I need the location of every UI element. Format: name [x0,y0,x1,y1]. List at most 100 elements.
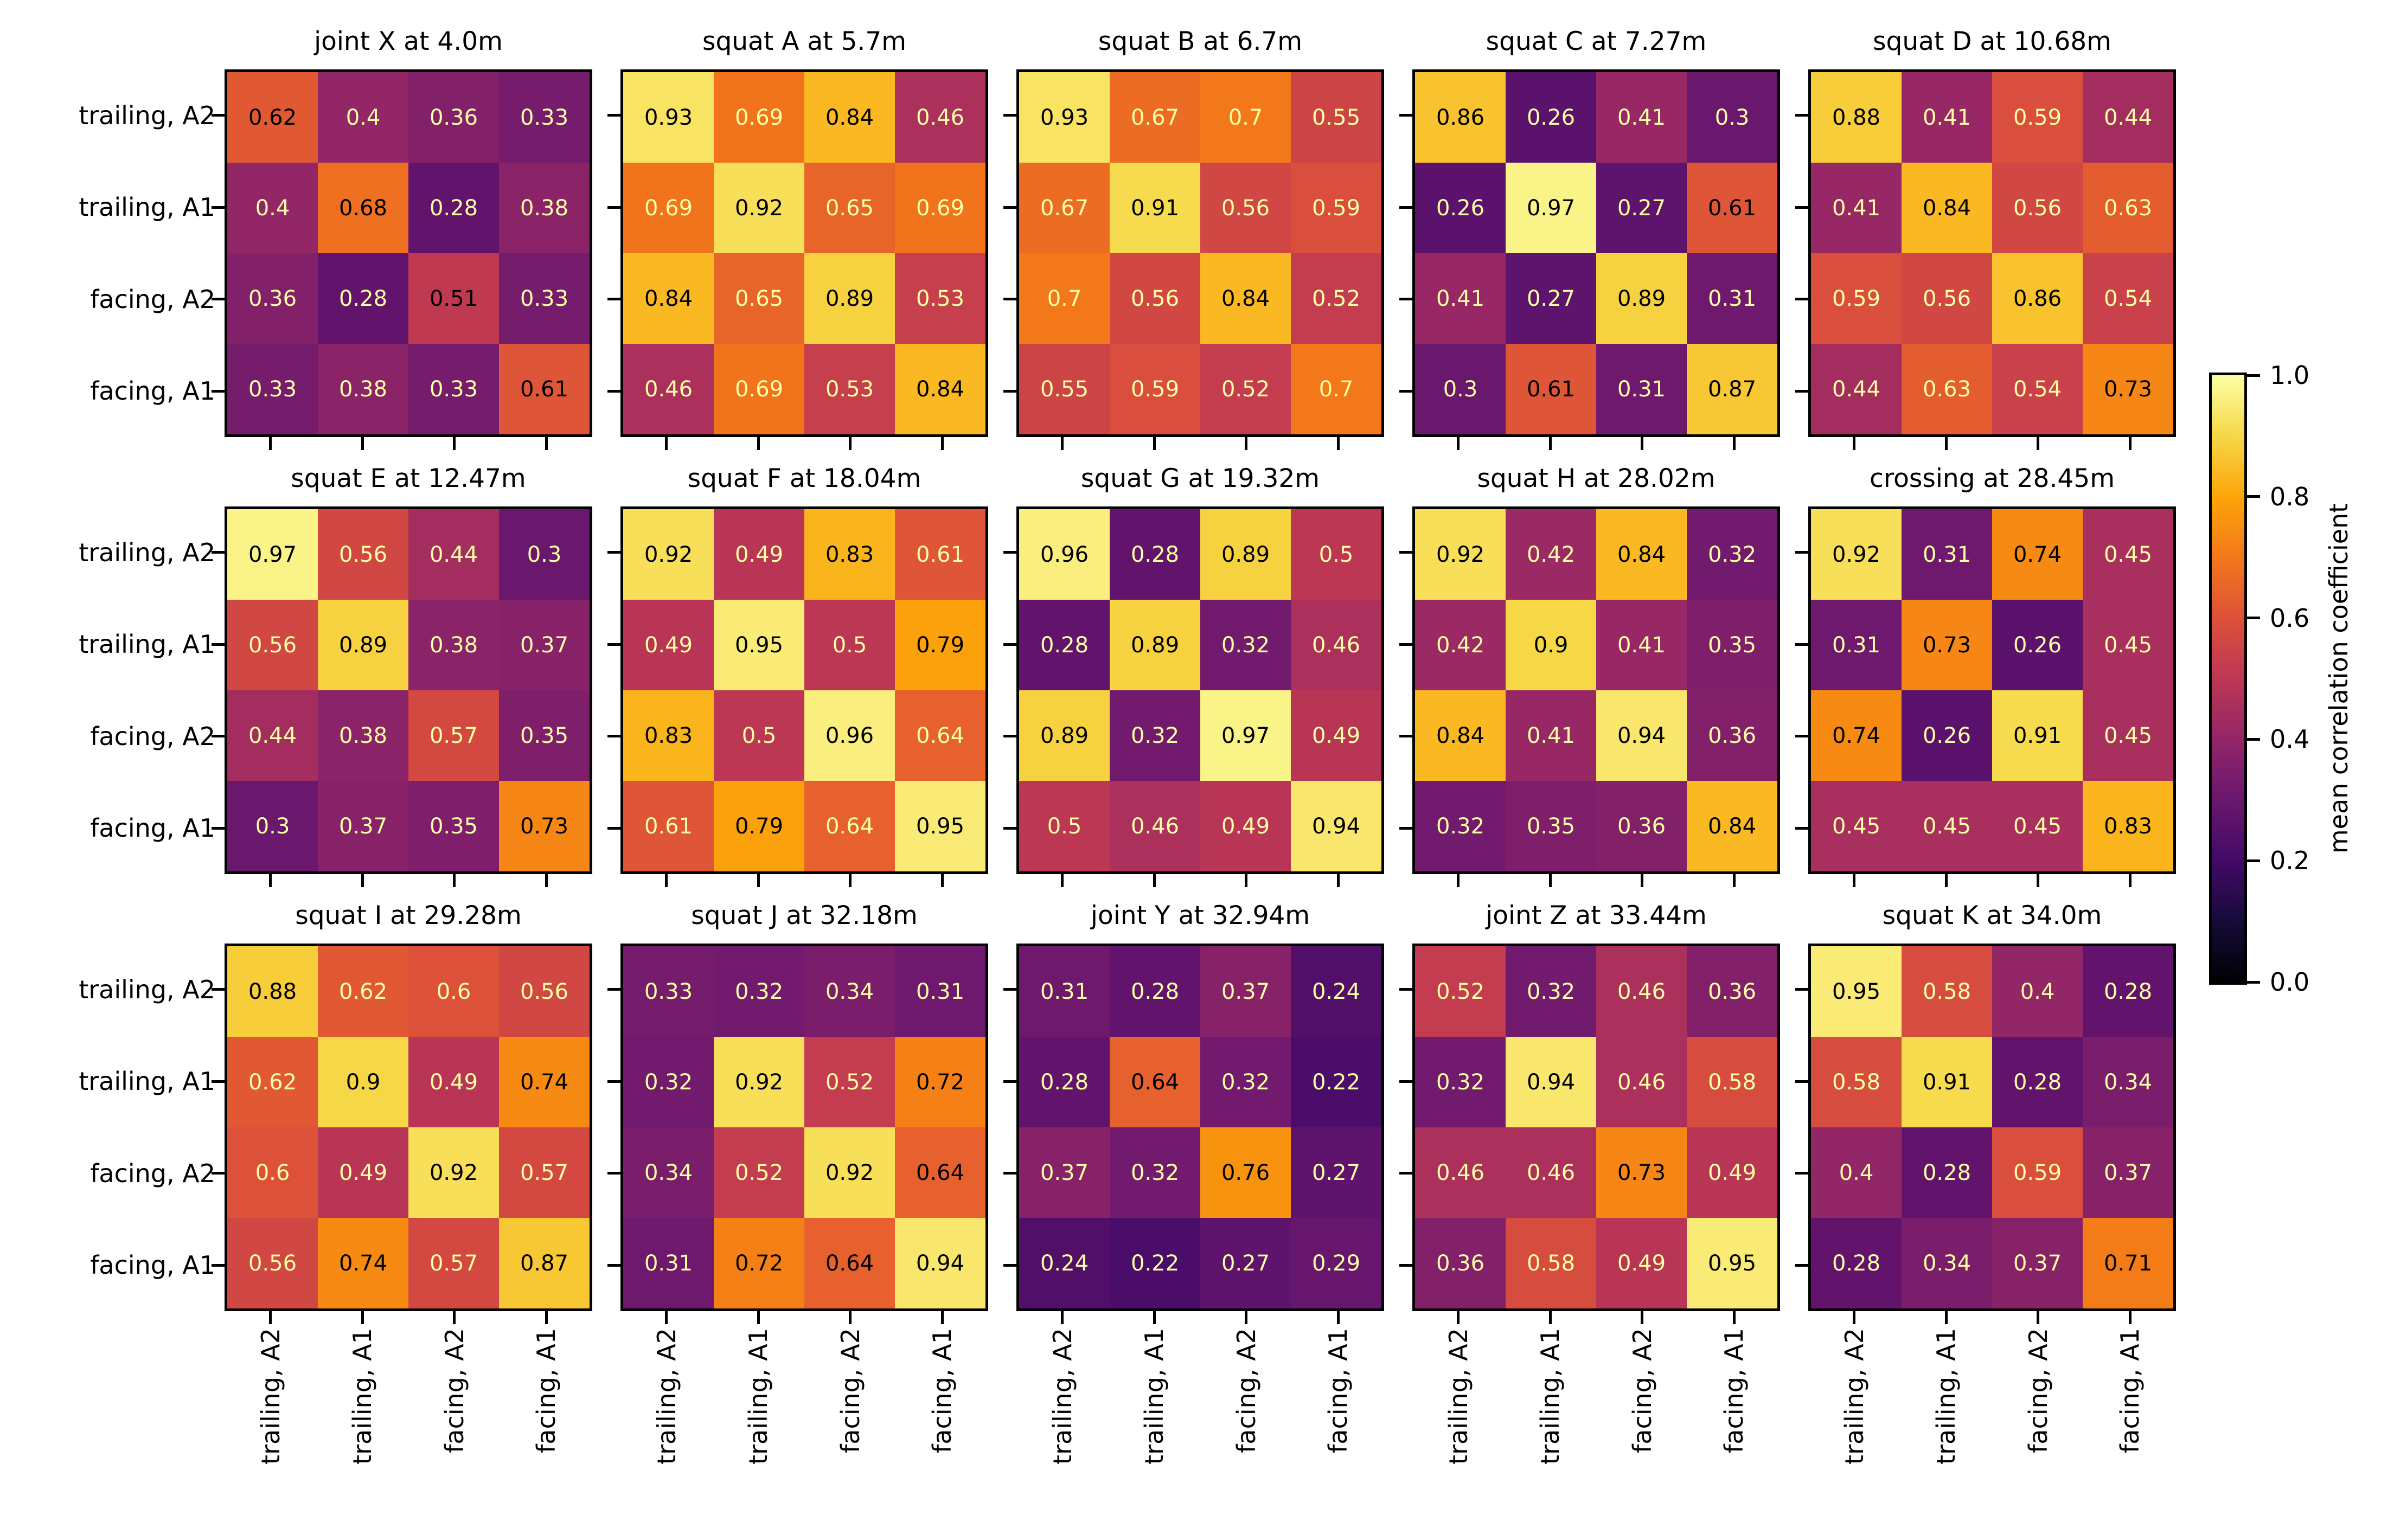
y-tick [1003,988,1016,991]
heatmap-cell: 0.4 [1811,1127,1902,1218]
colorbar-tick [2247,737,2260,741]
heatmap-cell: 0.37 [1019,1127,1110,1218]
x-tick [1944,437,1948,450]
x-tick [1457,1311,1460,1324]
x-tick [545,1311,548,1324]
y-tick [1399,206,1412,209]
heatmap-cell: 0.56 [318,509,408,600]
heatmap-cell: 0.96 [1019,509,1110,600]
panel-title: squat I at 29.28m [295,901,522,931]
x-tick [2037,1311,2040,1324]
heatmap-cell: 0.61 [895,509,985,600]
heatmap-cell: 0.3 [499,509,590,600]
heatmap-cell: 0.73 [1902,600,1992,690]
heatmap-cell: 0.33 [499,72,590,163]
y-axis-label: facing, A1 [90,813,215,843]
y-tick [1003,206,1016,209]
x-tick [1641,1311,1644,1324]
colorbar-tick [2247,374,2260,377]
y-axis-label: facing, A1 [90,376,215,406]
heatmap-cell: 0.44 [227,690,318,781]
heatmap-cell: 0.28 [1992,1037,2083,1127]
heatmap-cell: 0.92 [714,1037,804,1127]
heatmap: 0.62 0.4 0.36 0.33 0.4 0.68 0.28 0.38 0.36 0.28 0.… [79,69,592,450]
heatmap-grid: joint X at 4.0m 0.62 0.4 0.36 0.33 0.4 0.68 0.2… [79,0,2176,1465]
y-tick [1399,735,1412,738]
heatmap-cell: 0.94 [1506,1037,1596,1127]
heatmap-cell: 0.92 [714,163,804,253]
y-tick [212,551,225,554]
x-tick [1245,874,1248,887]
heatmap-cell: 0.74 [318,1218,408,1308]
y-tick [1399,298,1412,301]
heatmap-cell: 0.46 [623,344,714,434]
x-tick [1548,874,1552,887]
heatmap-cell: 0.31 [1811,600,1902,690]
panel-title: squat D at 10.68m [1873,27,2111,56]
heatmap-cell: 0.59 [1291,163,1381,253]
heatmap-cell: 0.49 [1687,1127,1777,1218]
x-tick [269,437,272,450]
heatmap-cell: 0.9 [318,1037,408,1127]
colorbar-tick [2247,617,2260,620]
y-tick [607,298,620,301]
heatmap-cell: 0.59 [1811,253,1902,344]
colorbar-tick-label: 1.0 [2270,361,2310,390]
heatmap-cell: 0.37 [2083,1127,2173,1218]
y-tick [1795,643,1808,646]
heatmap-cell: 0.34 [2083,1037,2173,1127]
heatmap-cell: 0.51 [408,253,499,344]
x-axis-label: trailing, A2 [1839,1328,1869,1465]
x-axis-label: trailing, A1 [348,1328,377,1465]
heatmap-cell: 0.32 [1415,1037,1506,1127]
colorbar-tick-label: 0.4 [2270,724,2310,754]
heatmap-cell: 0.74 [1811,690,1902,781]
y-axis-label: facing, A2 [90,721,215,751]
heatmap-panel: squat D at 10.68m 0.88 0.41 0.59 0.44 0.41 0.8… [1795,0,2176,450]
heatmap-cell: 0.56 [1200,163,1291,253]
y-axis-label: trailing, A2 [79,537,215,567]
heatmap-cell: 0.95 [714,600,804,690]
heatmap-cell: 0.36 [1687,946,1777,1037]
heatmap-cell: 0.33 [623,946,714,1037]
heatmap-cell: 0.28 [408,163,499,253]
heatmap-cell: 0.46 [1110,781,1200,871]
heatmap-cell: 0.35 [499,690,590,781]
x-tick [453,437,456,450]
x-tick [757,437,760,450]
y-tick [1399,643,1412,646]
heatmap-cell: 0.88 [1811,72,1902,163]
heatmap-cell: 0.56 [1902,253,1992,344]
heatmap-cell: 0.91 [1992,690,2083,781]
heatmap-cell: 0.64 [804,781,895,871]
heatmap-cell: 0.59 [1992,72,2083,163]
x-tick [1732,1311,1736,1324]
x-tick [1732,874,1736,887]
heatmap-cell: 0.5 [714,690,804,781]
y-tick [1399,389,1412,393]
x-tick [1457,437,1460,450]
panel-title: squat K at 34.0m [1882,901,2102,931]
heatmap-cell: 0.83 [804,509,895,600]
x-tick [940,437,944,450]
heatmap-cell: 0.31 [1687,253,1777,344]
heatmap-cell: 0.36 [1687,690,1777,781]
heatmap-cell: 0.31 [623,1218,714,1308]
y-axis-label: trailing, A2 [79,974,215,1004]
heatmap-panel: squat E at 12.47m 0.97 0.56 0.44 0.3 0.56 0.89… [79,437,592,887]
heatmap-panel: squat H at 28.02m 0.92 0.42 0.84 0.32 0.42 0.9… [1399,437,1780,887]
x-tick [361,1311,364,1324]
heatmap-cell: 0.86 [1992,253,2083,344]
heatmap-cell: 0.35 [408,781,499,871]
heatmap-cell: 0.32 [1110,690,1200,781]
heatmap-cell: 0.59 [1992,1127,2083,1218]
y-tick [1003,114,1016,117]
heatmap-cell: 0.62 [227,72,318,163]
panel-title: squat G at 19.32m [1080,464,1320,493]
x-axis-label: trailing, A2 [1443,1328,1473,1465]
x-tick [1944,1311,1948,1324]
x-tick [849,1311,852,1324]
heatmap-cell: 0.95 [895,781,985,871]
x-tick [940,874,944,887]
y-tick [607,988,620,991]
